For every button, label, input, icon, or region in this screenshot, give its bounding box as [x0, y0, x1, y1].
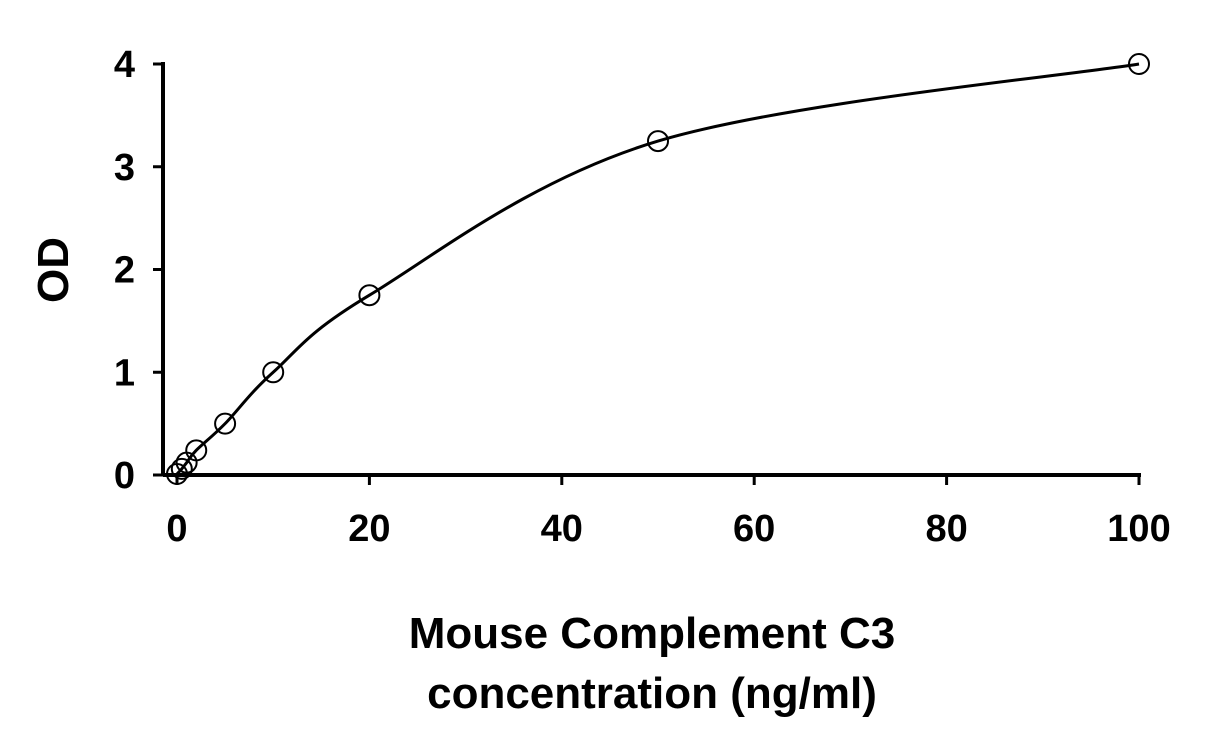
- data-point: [185, 439, 208, 462]
- y-axis-title: OD: [29, 237, 78, 303]
- y-tick-label: 4: [114, 44, 135, 86]
- x-tick-label: 0: [166, 508, 187, 550]
- y-tick-label: 3: [114, 147, 135, 189]
- y-tick-label: 1: [114, 352, 135, 394]
- x-tick-label: 20: [348, 508, 390, 550]
- data-point: [214, 412, 237, 435]
- x-tick-label: 60: [733, 508, 775, 550]
- x-axis-title-line-2: concentration (ng/ml): [427, 669, 877, 718]
- fit-curve: [175, 62, 1140, 476]
- x-tick-label: 100: [1107, 508, 1170, 550]
- data-point: [358, 284, 381, 307]
- x-tick-label: 40: [541, 508, 583, 550]
- y-tick-label: 0: [114, 455, 135, 497]
- x-tick-label: 80: [925, 508, 967, 550]
- data-point: [262, 361, 285, 384]
- data-point: [647, 130, 669, 153]
- data-point: [170, 457, 193, 480]
- data-point: [1128, 53, 1150, 75]
- x-axis-title-line-1: Mouse Complement C3: [409, 609, 896, 658]
- y-tick-label: 2: [114, 250, 135, 292]
